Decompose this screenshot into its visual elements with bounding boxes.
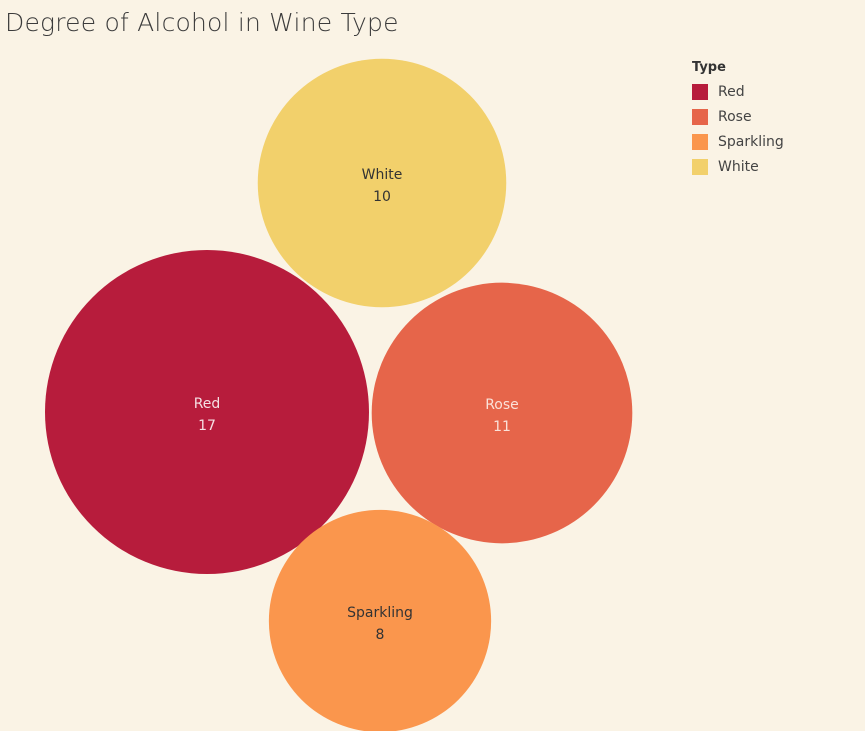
bubble-label-rose: Rose: [485, 397, 519, 413]
bubble-value-rose: 11: [493, 419, 511, 435]
legend-swatch-rose: [692, 108, 708, 125]
legend-item-rose[interactable]: Rose: [692, 104, 784, 129]
bubble-sparkling[interactable]: [268, 509, 492, 731]
bubble-red[interactable]: [45, 250, 369, 574]
bubble-value-sparkling: 8: [376, 627, 385, 643]
legend-swatch-white: [692, 158, 708, 175]
bubble-rose[interactable]: [371, 282, 633, 544]
legend-item-white[interactable]: White: [692, 154, 784, 179]
legend-label-white: White: [718, 158, 759, 175]
legend-item-sparkling[interactable]: Sparkling: [692, 129, 784, 154]
legend-title: Type: [692, 60, 726, 75]
bubble-value-white: 10: [373, 189, 391, 205]
bubble-label-red: Red: [194, 396, 221, 412]
legend-swatch-red: [692, 83, 708, 100]
legend: Type Red Rose Sparkling White: [692, 60, 784, 179]
legend-label-rose: Rose: [718, 108, 752, 125]
chart-title: Degree of Alcohol in Wine Type: [5, 8, 399, 37]
bubble-value-red: 17: [198, 418, 216, 434]
bubble-label-sparkling: Sparkling: [347, 605, 413, 621]
legend-label-sparkling: Sparkling: [718, 133, 784, 150]
legend-swatch-sparkling: [692, 133, 708, 150]
legend-label-red: Red: [718, 83, 745, 100]
bubble-label-white: White: [362, 167, 403, 183]
legend-item-red[interactable]: Red: [692, 79, 784, 104]
bubble-white[interactable]: [257, 58, 507, 308]
